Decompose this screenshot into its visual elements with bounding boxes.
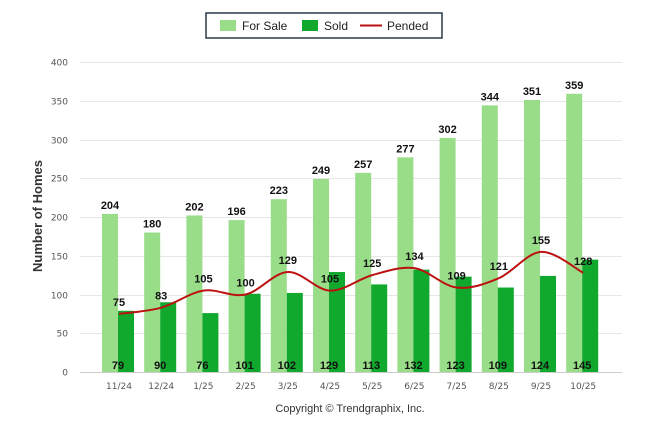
bar-sold bbox=[244, 293, 261, 372]
data-label-pended: 83 bbox=[155, 291, 167, 303]
data-label-for-sale: 204 bbox=[101, 200, 120, 212]
legend-label-pended: Pended bbox=[387, 19, 428, 33]
data-label-for-sale: 359 bbox=[565, 80, 583, 92]
data-label-pended: 100 bbox=[236, 278, 254, 290]
data-label-for-sale: 196 bbox=[227, 206, 245, 218]
x-tick-label: 6/25 bbox=[404, 382, 424, 392]
data-label-pended: 105 bbox=[194, 274, 212, 286]
data-label-sold: 123 bbox=[446, 360, 464, 372]
copyright-text: Copyright © Trendgraphix, Inc. bbox=[275, 403, 424, 415]
data-label-pended: 155 bbox=[532, 235, 550, 247]
bar-sold bbox=[329, 272, 345, 372]
y-tick-label: 300 bbox=[51, 137, 68, 147]
y-tick-label: 250 bbox=[51, 175, 68, 185]
bars bbox=[102, 93, 599, 373]
data-label-sold: 101 bbox=[235, 360, 253, 372]
bar-for-sale bbox=[144, 232, 161, 372]
data-label-for-sale: 223 bbox=[270, 185, 288, 197]
data-label-sold: 79 bbox=[112, 360, 124, 372]
bar-sold bbox=[202, 313, 219, 372]
x-tick-label: 1/25 bbox=[193, 382, 213, 392]
data-label-pended: 105 bbox=[321, 274, 339, 286]
data-label-pended: 128 bbox=[574, 256, 592, 268]
pended-line bbox=[118, 250, 584, 315]
bar-for-sale bbox=[355, 172, 372, 372]
data-labels: 204 79 75 180 90 83 202 76 105 196 101 100 223 102 129… bbox=[101, 80, 593, 372]
data-label-for-sale: 344 bbox=[481, 91, 500, 103]
x-tick-label: 5/25 bbox=[362, 382, 382, 392]
data-label-for-sale: 249 bbox=[312, 165, 330, 177]
data-label-for-sale: 257 bbox=[354, 159, 372, 171]
bar-sold bbox=[455, 276, 472, 372]
bar-sold bbox=[540, 275, 556, 372]
x-tick-label: 11/24 bbox=[106, 382, 132, 392]
y-tick-label: 0 bbox=[62, 369, 68, 379]
data-label-sold: 102 bbox=[278, 360, 296, 372]
data-label-pended: 109 bbox=[447, 271, 465, 283]
y-tick-label: 350 bbox=[51, 98, 68, 108]
bar-for-sale bbox=[270, 199, 287, 372]
data-label-sold: 124 bbox=[531, 360, 550, 372]
bar-for-sale bbox=[566, 93, 583, 373]
data-label-for-sale: 351 bbox=[523, 86, 541, 98]
bar-for-sale bbox=[313, 179, 329, 372]
data-label-sold: 90 bbox=[154, 360, 166, 372]
data-label-for-sale: 302 bbox=[438, 124, 456, 136]
bar-sold bbox=[160, 302, 177, 372]
data-label-pended: 129 bbox=[279, 255, 297, 267]
bar-for-sale bbox=[102, 213, 118, 372]
x-tick-label: 9/25 bbox=[531, 382, 551, 392]
data-label-sold: 113 bbox=[362, 360, 380, 372]
bar-for-sale bbox=[524, 99, 540, 372]
data-label-pended: 125 bbox=[363, 258, 381, 270]
x-tick-label: 8/25 bbox=[489, 382, 509, 392]
y-tick-label: 100 bbox=[51, 292, 68, 302]
legend-label-sold: Sold bbox=[324, 19, 348, 33]
bar-sold bbox=[413, 269, 430, 372]
y-tick-label: 50 bbox=[57, 330, 69, 340]
legend: For Sale Sold Pended bbox=[205, 12, 443, 39]
bar-sold bbox=[371, 284, 388, 372]
data-label-pended: 75 bbox=[113, 297, 125, 309]
bar-sold bbox=[497, 287, 514, 372]
data-label-pended: 134 bbox=[405, 251, 424, 263]
y-tick-label: 150 bbox=[51, 253, 68, 263]
pended-series bbox=[118, 250, 584, 315]
data-label-for-sale: 180 bbox=[143, 219, 161, 231]
y-axis-title: Number of Homes bbox=[30, 160, 45, 272]
bar-sold bbox=[286, 292, 303, 372]
x-tick-label: 3/25 bbox=[278, 382, 298, 392]
x-tick-label: 10/25 bbox=[570, 382, 596, 392]
data-label-sold: 76 bbox=[196, 360, 208, 372]
x-tick-label: 7/25 bbox=[446, 382, 466, 392]
data-label-sold: 132 bbox=[404, 360, 422, 372]
bar-sold bbox=[582, 259, 599, 372]
y-tick-label: 400 bbox=[51, 59, 68, 69]
legend-swatch-sold bbox=[302, 20, 318, 31]
bar-for-sale bbox=[397, 157, 414, 372]
bar-for-sale bbox=[228, 220, 245, 372]
bar-sold bbox=[118, 310, 134, 372]
legend-label-for-sale: For Sale bbox=[242, 19, 288, 33]
data-label-pended: 121 bbox=[490, 261, 508, 273]
bar-for-sale bbox=[439, 137, 456, 372]
y-tick-label: 200 bbox=[51, 214, 68, 224]
data-label-sold: 129 bbox=[320, 360, 338, 372]
data-label-sold: 109 bbox=[489, 360, 507, 372]
legend-box bbox=[205, 12, 443, 39]
y-axis-ticks: 0 50 100 150 200 250 300 350 400 bbox=[51, 59, 68, 379]
legend-swatch-for-sale bbox=[220, 20, 236, 31]
x-axis-ticks: 11/24 12/24 1/25 2/25 3/25 4/25 5/25 6/25 7/25 8/… bbox=[106, 382, 596, 392]
bar-for-sale bbox=[481, 105, 498, 373]
data-label-sold: 145 bbox=[573, 360, 591, 372]
data-label-for-sale: 202 bbox=[185, 201, 203, 213]
x-tick-label: 2/25 bbox=[235, 382, 255, 392]
x-tick-label: 12/24 bbox=[148, 382, 174, 392]
x-tick-label: 4/25 bbox=[320, 382, 340, 392]
data-label-for-sale: 277 bbox=[396, 143, 414, 155]
